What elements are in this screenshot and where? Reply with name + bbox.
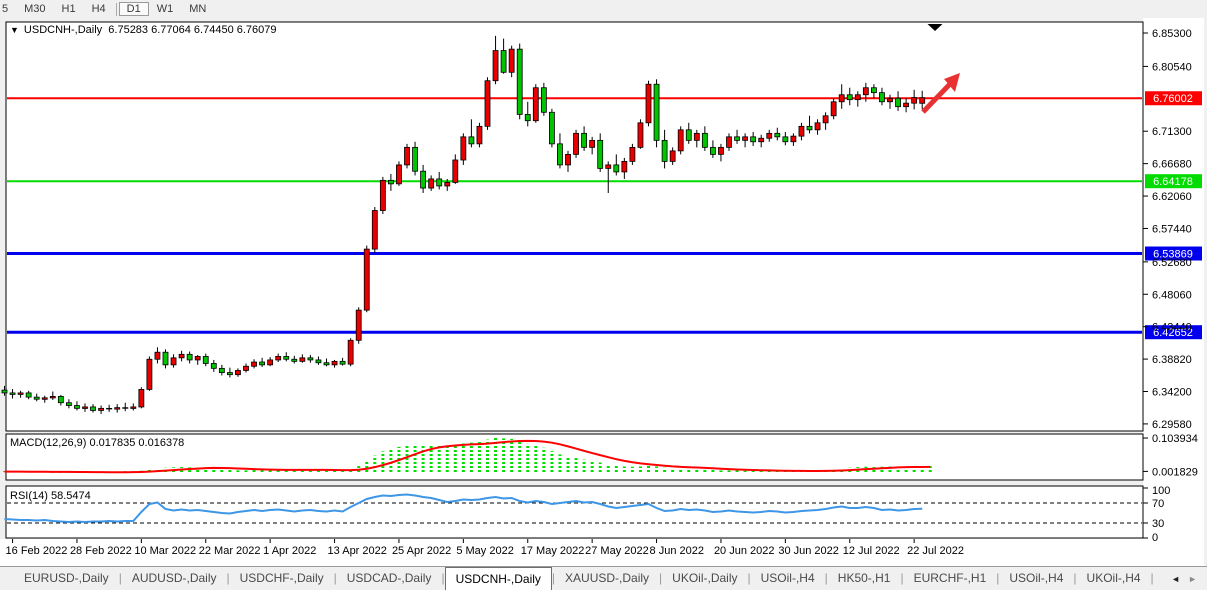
tab-separator: | <box>824 571 828 585</box>
svg-text:6.62060: 6.62060 <box>1152 191 1192 203</box>
tab-separator: | <box>441 571 445 585</box>
tab-separator: | <box>226 571 230 585</box>
svg-text:6.42652: 6.42652 <box>1153 327 1193 339</box>
chart-tab-ukoil-h4-11[interactable]: UKOil-,H4 <box>1086 571 1141 585</box>
tabbar-left-margin <box>0 567 14 590</box>
timeframe-button-h4[interactable]: H4 <box>91 3 106 15</box>
chart-tab-xauusd-daily-5[interactable]: XAUUSD-,Daily <box>565 571 650 585</box>
svg-text:22 Mar 2022: 22 Mar 2022 <box>199 545 261 557</box>
svg-text:6.71300: 6.71300 <box>1152 126 1192 138</box>
tab-scroll-right-icon[interactable]: ► <box>1188 574 1197 584</box>
symbol-tab-bar: EURUSD-,Daily | AUDUSD-,Daily | USDCHF-,Dail… <box>0 566 1207 590</box>
trend-arrow-head <box>944 73 960 92</box>
symbol-dropdown-icon[interactable]: ▼ <box>10 25 19 35</box>
svg-text:70: 70 <box>1152 498 1164 510</box>
timeframe-button-w1[interactable]: W1 <box>156 3 174 15</box>
svg-text:6.52680: 6.52680 <box>1152 257 1192 269</box>
macd-values: 0.017835 0.016378 <box>89 437 185 449</box>
svg-text:8 Jun 2022: 8 Jun 2022 <box>650 545 704 557</box>
rsi-indicator-label: RSI(14) 58.5474 <box>10 490 91 502</box>
tab-separator: | <box>659 571 663 585</box>
chart-tab-hk50-h1-8[interactable]: HK50-,H1 <box>837 571 891 585</box>
svg-text:5 May 2022: 5 May 2022 <box>456 545 513 557</box>
svg-text:6.48060: 6.48060 <box>1152 289 1192 301</box>
chart-ohlc-values: 6.75283 6.77064 6.74450 6.76079 <box>108 24 277 36</box>
chart-tab-eurusd-daily-0[interactable]: EURUSD-,Daily <box>24 571 109 585</box>
svg-text:12 Jul 2022: 12 Jul 2022 <box>843 545 900 557</box>
svg-text:27 May 2022: 27 May 2022 <box>585 545 649 557</box>
tab-scroll-left-icon[interactable]: ◄ <box>1171 574 1181 584</box>
chart-symbol-label: USDCNH-,Daily <box>23 24 103 36</box>
rsi-value: 58.5474 <box>50 490 91 502</box>
chart-title: ▼ USDCNH-,Daily 6.75283 6.77064 6.74450 6… <box>10 24 277 36</box>
price-axis: 6.85300 6.80540 6.71300 6.66680 6.62060 6.574… <box>1143 28 1192 431</box>
svg-text:20 Jun 2022: 20 Jun 2022 <box>714 545 775 557</box>
tab-scroll-arrows: ◄ ► <box>1171 567 1207 590</box>
svg-text:100: 100 <box>1152 485 1170 497</box>
horizontal-lines-layer: 6.76002 6.64178 6.53869 6.42652 <box>7 91 1202 340</box>
chart-tab-usoil-h4-10[interactable]: USOil-,H4 <box>1009 571 1064 585</box>
candles-layer <box>1 35 926 414</box>
macd-indicator-label: MACD(12,26,9) 0.017835 0.016378 <box>10 437 184 449</box>
tab-separator: | <box>333 571 337 585</box>
chart-tab-ukoil-daily-6[interactable]: UKOil-,Daily <box>672 571 738 585</box>
svg-text:0.103934: 0.103934 <box>1152 433 1198 445</box>
svg-text:1 Apr 2022: 1 Apr 2022 <box>263 545 316 557</box>
macd-name: MACD(12,26,9) <box>10 437 87 449</box>
tab-separator: | <box>551 571 556 585</box>
svg-text:0: 0 <box>1152 532 1158 544</box>
svg-text:10 Mar 2022: 10 Mar 2022 <box>134 545 196 557</box>
tab-separator: | <box>1150 571 1154 585</box>
chart-tab-audusd-daily-1[interactable]: AUDUSD-,Daily <box>131 571 217 585</box>
timeframe-toolbar: 5 M30 H1 H4 D1 W1 MN <box>0 0 1207 19</box>
toolbar-separator <box>115 2 117 16</box>
timeframe-button-m30[interactable]: M30 <box>24 3 46 15</box>
macd-layer: 0.103934 0.001829 <box>3 433 1198 478</box>
svg-text:6.85300: 6.85300 <box>1152 28 1192 40</box>
svg-text:25 Apr 2022: 25 Apr 2022 <box>392 545 451 557</box>
date-axis: 16 Feb 2022 28 Feb 2022 10 Mar 2022 22 Mar … <box>6 539 964 557</box>
svg-text:30 Jun 2022: 30 Jun 2022 <box>778 545 839 557</box>
tab-separator: | <box>900 571 904 585</box>
svg-text:28 Feb 2022: 28 Feb 2022 <box>70 545 132 557</box>
svg-text:13 Apr 2022: 13 Apr 2022 <box>328 545 387 557</box>
svg-text:6.76002: 6.76002 <box>1153 93 1193 105</box>
chart-tab-usdcad-daily-3[interactable]: USDCAD-,Daily <box>346 571 432 585</box>
svg-text:6.43440: 6.43440 <box>1152 322 1192 334</box>
svg-text:6.80540: 6.80540 <box>1152 61 1192 73</box>
rsi-name: RSI(14) <box>10 490 48 502</box>
chart-tab-usoil-h4-7[interactable]: USOil-,H4 <box>760 571 815 585</box>
svg-text:0.001829: 0.001829 <box>1152 466 1198 478</box>
tab-separator: | <box>996 571 1000 585</box>
timeframe-button-d1[interactable]: D1 <box>118 2 149 16</box>
timeframe-button-mn[interactable]: MN <box>189 3 207 15</box>
svg-text:6.29580: 6.29580 <box>1152 419 1192 431</box>
chart-objects-layer <box>921 24 960 114</box>
trend-arrow-shaft <box>921 82 952 114</box>
svg-text:6.66680: 6.66680 <box>1152 159 1192 171</box>
svg-text:6.38820: 6.38820 <box>1152 354 1192 366</box>
chart-tab-usdchf-daily-2[interactable]: USDCHF-,Daily <box>239 571 324 585</box>
svg-text:6.64178: 6.64178 <box>1153 176 1193 188</box>
svg-text:6.34200: 6.34200 <box>1152 387 1192 399</box>
svg-text:6.57440: 6.57440 <box>1152 223 1192 235</box>
svg-text:16 Feb 2022: 16 Feb 2022 <box>6 545 68 557</box>
top-triangle-marker <box>927 24 943 31</box>
tab-separator: | <box>118 571 122 585</box>
svg-text:30: 30 <box>1152 518 1164 530</box>
timeframe-button-h1[interactable]: H1 <box>61 3 76 15</box>
chart-tab-usdcnh-daily-4[interactable]: USDCNH-,Daily <box>444 567 552 590</box>
svg-text:6.53869: 6.53869 <box>1153 249 1193 261</box>
tab-separator: | <box>1073 571 1077 585</box>
timeframe-button-5[interactable]: 5 <box>2 3 9 15</box>
svg-text:17 May 2022: 17 May 2022 <box>521 545 585 557</box>
svg-text:22 Jul 2022: 22 Jul 2022 <box>907 545 964 557</box>
tab-separator: | <box>747 571 751 585</box>
chart-canvas[interactable]: 6.76002 6.64178 6.53869 6.42652 6.85300 6.805… <box>0 18 1207 566</box>
chart-tab-eurchf-h1-9[interactable]: EURCHF-,H1 <box>913 571 987 585</box>
